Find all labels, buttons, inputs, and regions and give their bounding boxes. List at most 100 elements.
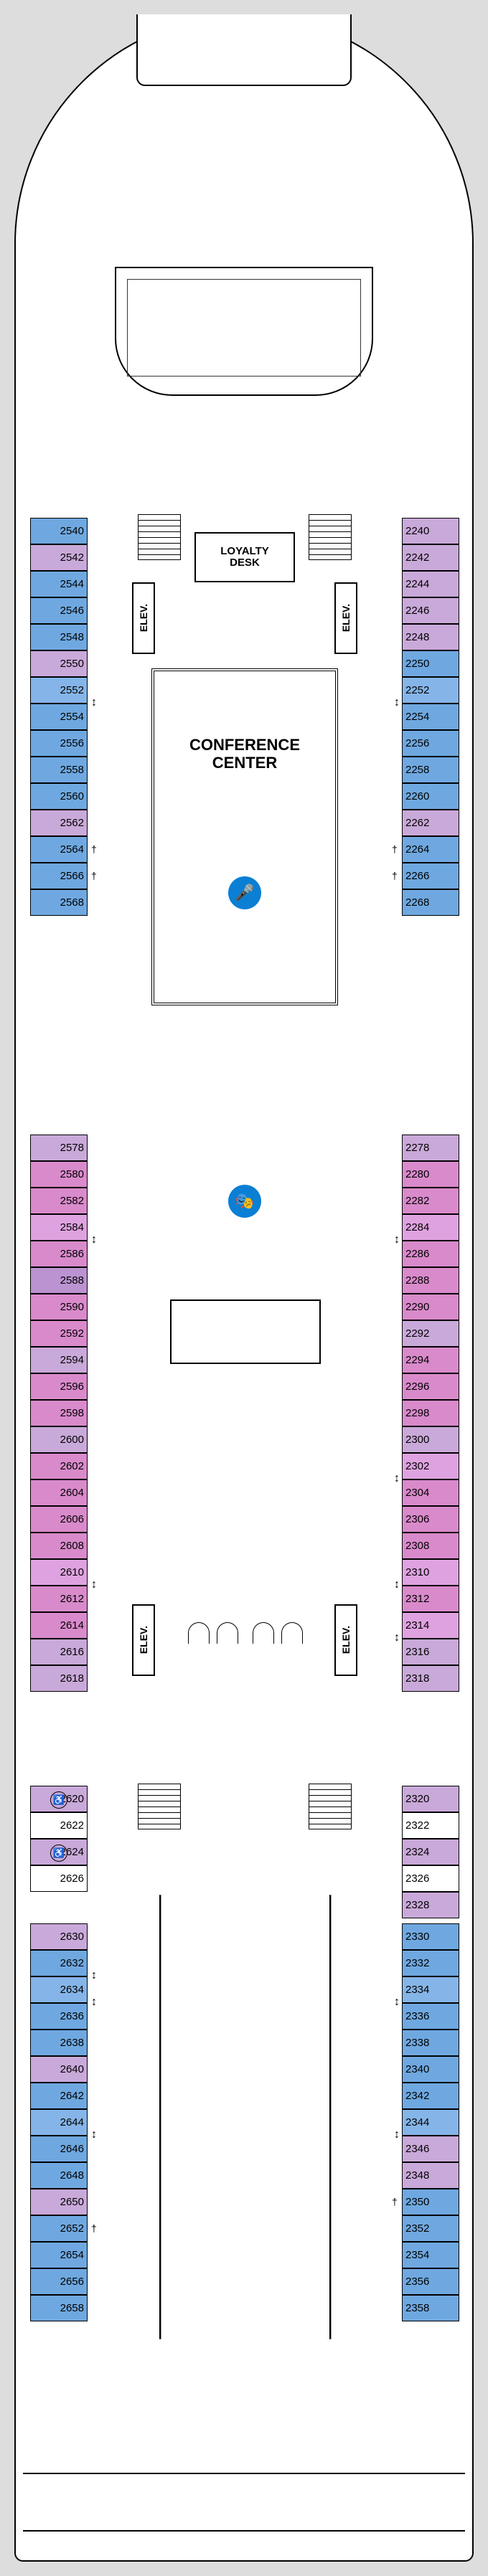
cabin-2636: 2636: [30, 2003, 88, 2030]
connector-arrow: ↕: [89, 698, 99, 709]
cabin-2598: 2598: [30, 1400, 88, 1426]
cabin-2622: 2622: [30, 1812, 88, 1839]
connector-arrow: ↕: [392, 1633, 402, 1644]
cabin-2578: 2578: [30, 1135, 88, 1161]
cabin-2356: 2356: [402, 2268, 459, 2295]
cabin-2634: 2634: [30, 1976, 88, 2003]
cabin-2240: 2240: [402, 518, 459, 544]
elevator-upper-right: ELEV.: [334, 582, 357, 654]
bow-structure: [115, 267, 373, 396]
cross-marker: †: [91, 843, 97, 855]
deck-plan: 2540254225442546254825502552↕25542556255…: [0, 0, 488, 2576]
cabin-2546: 2546: [30, 597, 88, 624]
cabin-2248: 2248: [402, 624, 459, 650]
conference-center: CONFERENCE CENTER: [151, 668, 338, 1005]
cabin-2606: 2606: [30, 1506, 88, 1533]
table-3: [253, 1622, 274, 1644]
cabin-2610: 2610: [30, 1559, 88, 1586]
cabin-2260: 2260: [402, 783, 459, 810]
cabin-2348: 2348: [402, 2162, 459, 2189]
cabin-2560: 2560: [30, 783, 88, 810]
table-2: [217, 1622, 238, 1644]
stairs-lower-left: [138, 1784, 181, 1829]
cabin-2590: 2590: [30, 1294, 88, 1320]
cabin-2304: 2304: [402, 1479, 459, 1506]
cabin-2584: 2584: [30, 1214, 88, 1241]
accessible-icon: ♿: [50, 1791, 67, 1809]
cabin-2548: 2548: [30, 624, 88, 650]
cabin-2282: 2282: [402, 1188, 459, 1214]
conference-label-2: CENTER: [212, 754, 277, 772]
connector-arrow: ↕: [392, 1997, 402, 2009]
connector-arrow: ↕: [392, 1580, 402, 1591]
connector-arrow: ↕: [89, 1997, 99, 2009]
cabin-2252: 2252: [402, 677, 459, 704]
connector-arrow: ↕: [392, 1235, 402, 1246]
cabin-2652: 2652: [30, 2215, 88, 2242]
cabin-2280: 2280: [402, 1161, 459, 1188]
mid-block: [170, 1299, 321, 1364]
cabin-2544: 2544: [30, 571, 88, 597]
cabin-2258: 2258: [402, 757, 459, 783]
cabin-2602: 2602: [30, 1453, 88, 1479]
bow-notch: [136, 14, 352, 86]
cabin-2330: 2330: [402, 1923, 459, 1950]
cabin-2352: 2352: [402, 2215, 459, 2242]
cabin-2554: 2554: [30, 704, 88, 730]
cabin-2608: 2608: [30, 1533, 88, 1559]
cabin-2284: 2284: [402, 1214, 459, 1241]
cabin-2342: 2342: [402, 2083, 459, 2109]
cabin-2314: 2314: [402, 1612, 459, 1639]
ship-outline: 2540254225442546254825502552↕25542556255…: [14, 14, 474, 2562]
stern-line-2: [23, 2530, 465, 2532]
stern-line-1: [23, 2473, 465, 2474]
cabin-2328: 2328: [402, 1892, 459, 1918]
cabin-2550: 2550: [30, 650, 88, 677]
table-1: [188, 1622, 210, 1644]
cabin-2318: 2318: [402, 1665, 459, 1692]
cabin-2288: 2288: [402, 1267, 459, 1294]
cabin-2616: 2616: [30, 1639, 88, 1665]
cabin-2354: 2354: [402, 2242, 459, 2268]
cabin-2322: 2322: [402, 1812, 459, 1839]
stairs-lower-right: [309, 1784, 352, 1829]
cabin-2648: 2648: [30, 2162, 88, 2189]
conference-label-1: CONFERENCE: [189, 736, 300, 754]
cabin-2566: 2566: [30, 863, 88, 889]
connector-arrow: ↕: [392, 698, 402, 709]
stairs-upper-right: [309, 514, 352, 560]
cabin-2358: 2358: [402, 2295, 459, 2321]
cabin-2250: 2250: [402, 650, 459, 677]
cabin-2334: 2334: [402, 1976, 459, 2003]
connector-arrow: ↕: [89, 1580, 99, 1591]
cabin-2292: 2292: [402, 1320, 459, 1347]
cabin-2346: 2346: [402, 2136, 459, 2162]
cabin-2294: 2294: [402, 1347, 459, 1373]
cabin-2310: 2310: [402, 1559, 459, 1586]
cabin-2336: 2336: [402, 2003, 459, 2030]
cabin-2630: 2630: [30, 1923, 88, 1950]
cabin-2592: 2592: [30, 1320, 88, 1347]
cabin-2264: 2264: [402, 836, 459, 863]
connector-arrow: ↕: [89, 1971, 99, 1982]
cabin-2626: 2626: [30, 1865, 88, 1892]
cabin-2650: 2650: [30, 2189, 88, 2215]
cross-marker: †: [91, 870, 97, 881]
stairs-upper-left: [138, 514, 181, 560]
cabin-2642: 2642: [30, 2083, 88, 2109]
cabin-2552: 2552: [30, 677, 88, 704]
cabin-2644: 2644: [30, 2109, 88, 2136]
cabin-2350: 2350: [402, 2189, 459, 2215]
cabin-2656: 2656: [30, 2268, 88, 2295]
cabin-2612: 2612: [30, 1586, 88, 1612]
cabin-2326: 2326: [402, 1865, 459, 1892]
cabin-2246: 2246: [402, 597, 459, 624]
cabin-2580: 2580: [30, 1161, 88, 1188]
connector-arrow: ↕: [89, 2130, 99, 2141]
cabin-2638: 2638: [30, 2030, 88, 2056]
loyalty-label-1: LOYALTY: [220, 546, 269, 558]
cabin-2568: 2568: [30, 889, 88, 916]
cabin-2254: 2254: [402, 704, 459, 730]
cabin-2340: 2340: [402, 2056, 459, 2083]
table-4: [281, 1622, 303, 1644]
